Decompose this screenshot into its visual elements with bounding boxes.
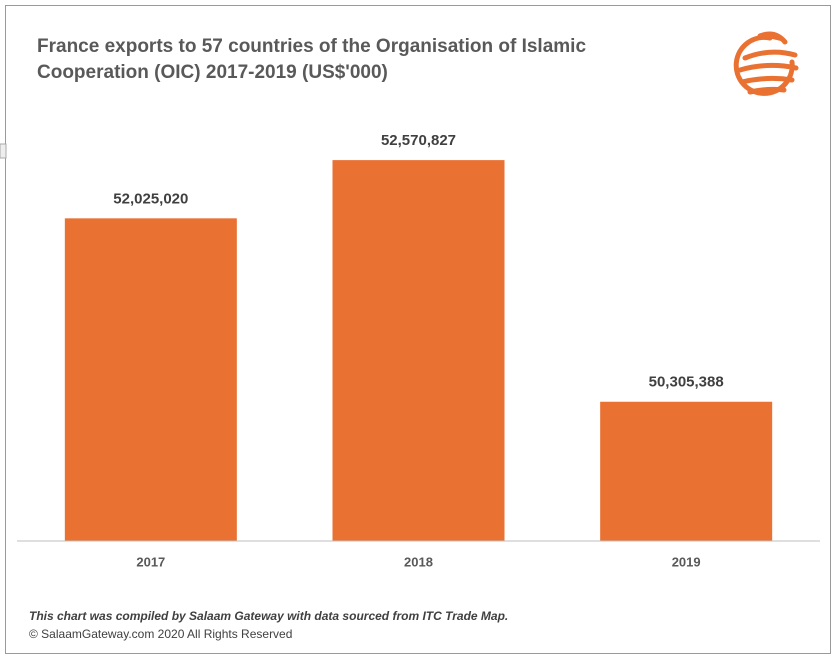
value-label: 52,570,827	[381, 132, 456, 149]
footnote: This chart was compiled by Salaam Gatewa…	[29, 609, 509, 623]
value-label: 50,305,388	[649, 374, 724, 391]
bar	[332, 160, 505, 541]
chart-title: France exports to 57 countries of the Or…	[37, 36, 587, 83]
copyright: © SalaamGateway.com 2020 All Rights Rese…	[29, 627, 293, 641]
bar	[64, 218, 237, 541]
x-tick-label: 2017	[136, 554, 165, 569]
value-label: 52,025,020	[113, 190, 188, 207]
x-tick-label: 2019	[672, 554, 701, 569]
x-tick-label: 2018	[404, 554, 433, 569]
chart-frame	[5, 5, 831, 654]
bar	[600, 401, 773, 541]
side-handle	[0, 143, 7, 159]
logo	[733, 31, 799, 96]
